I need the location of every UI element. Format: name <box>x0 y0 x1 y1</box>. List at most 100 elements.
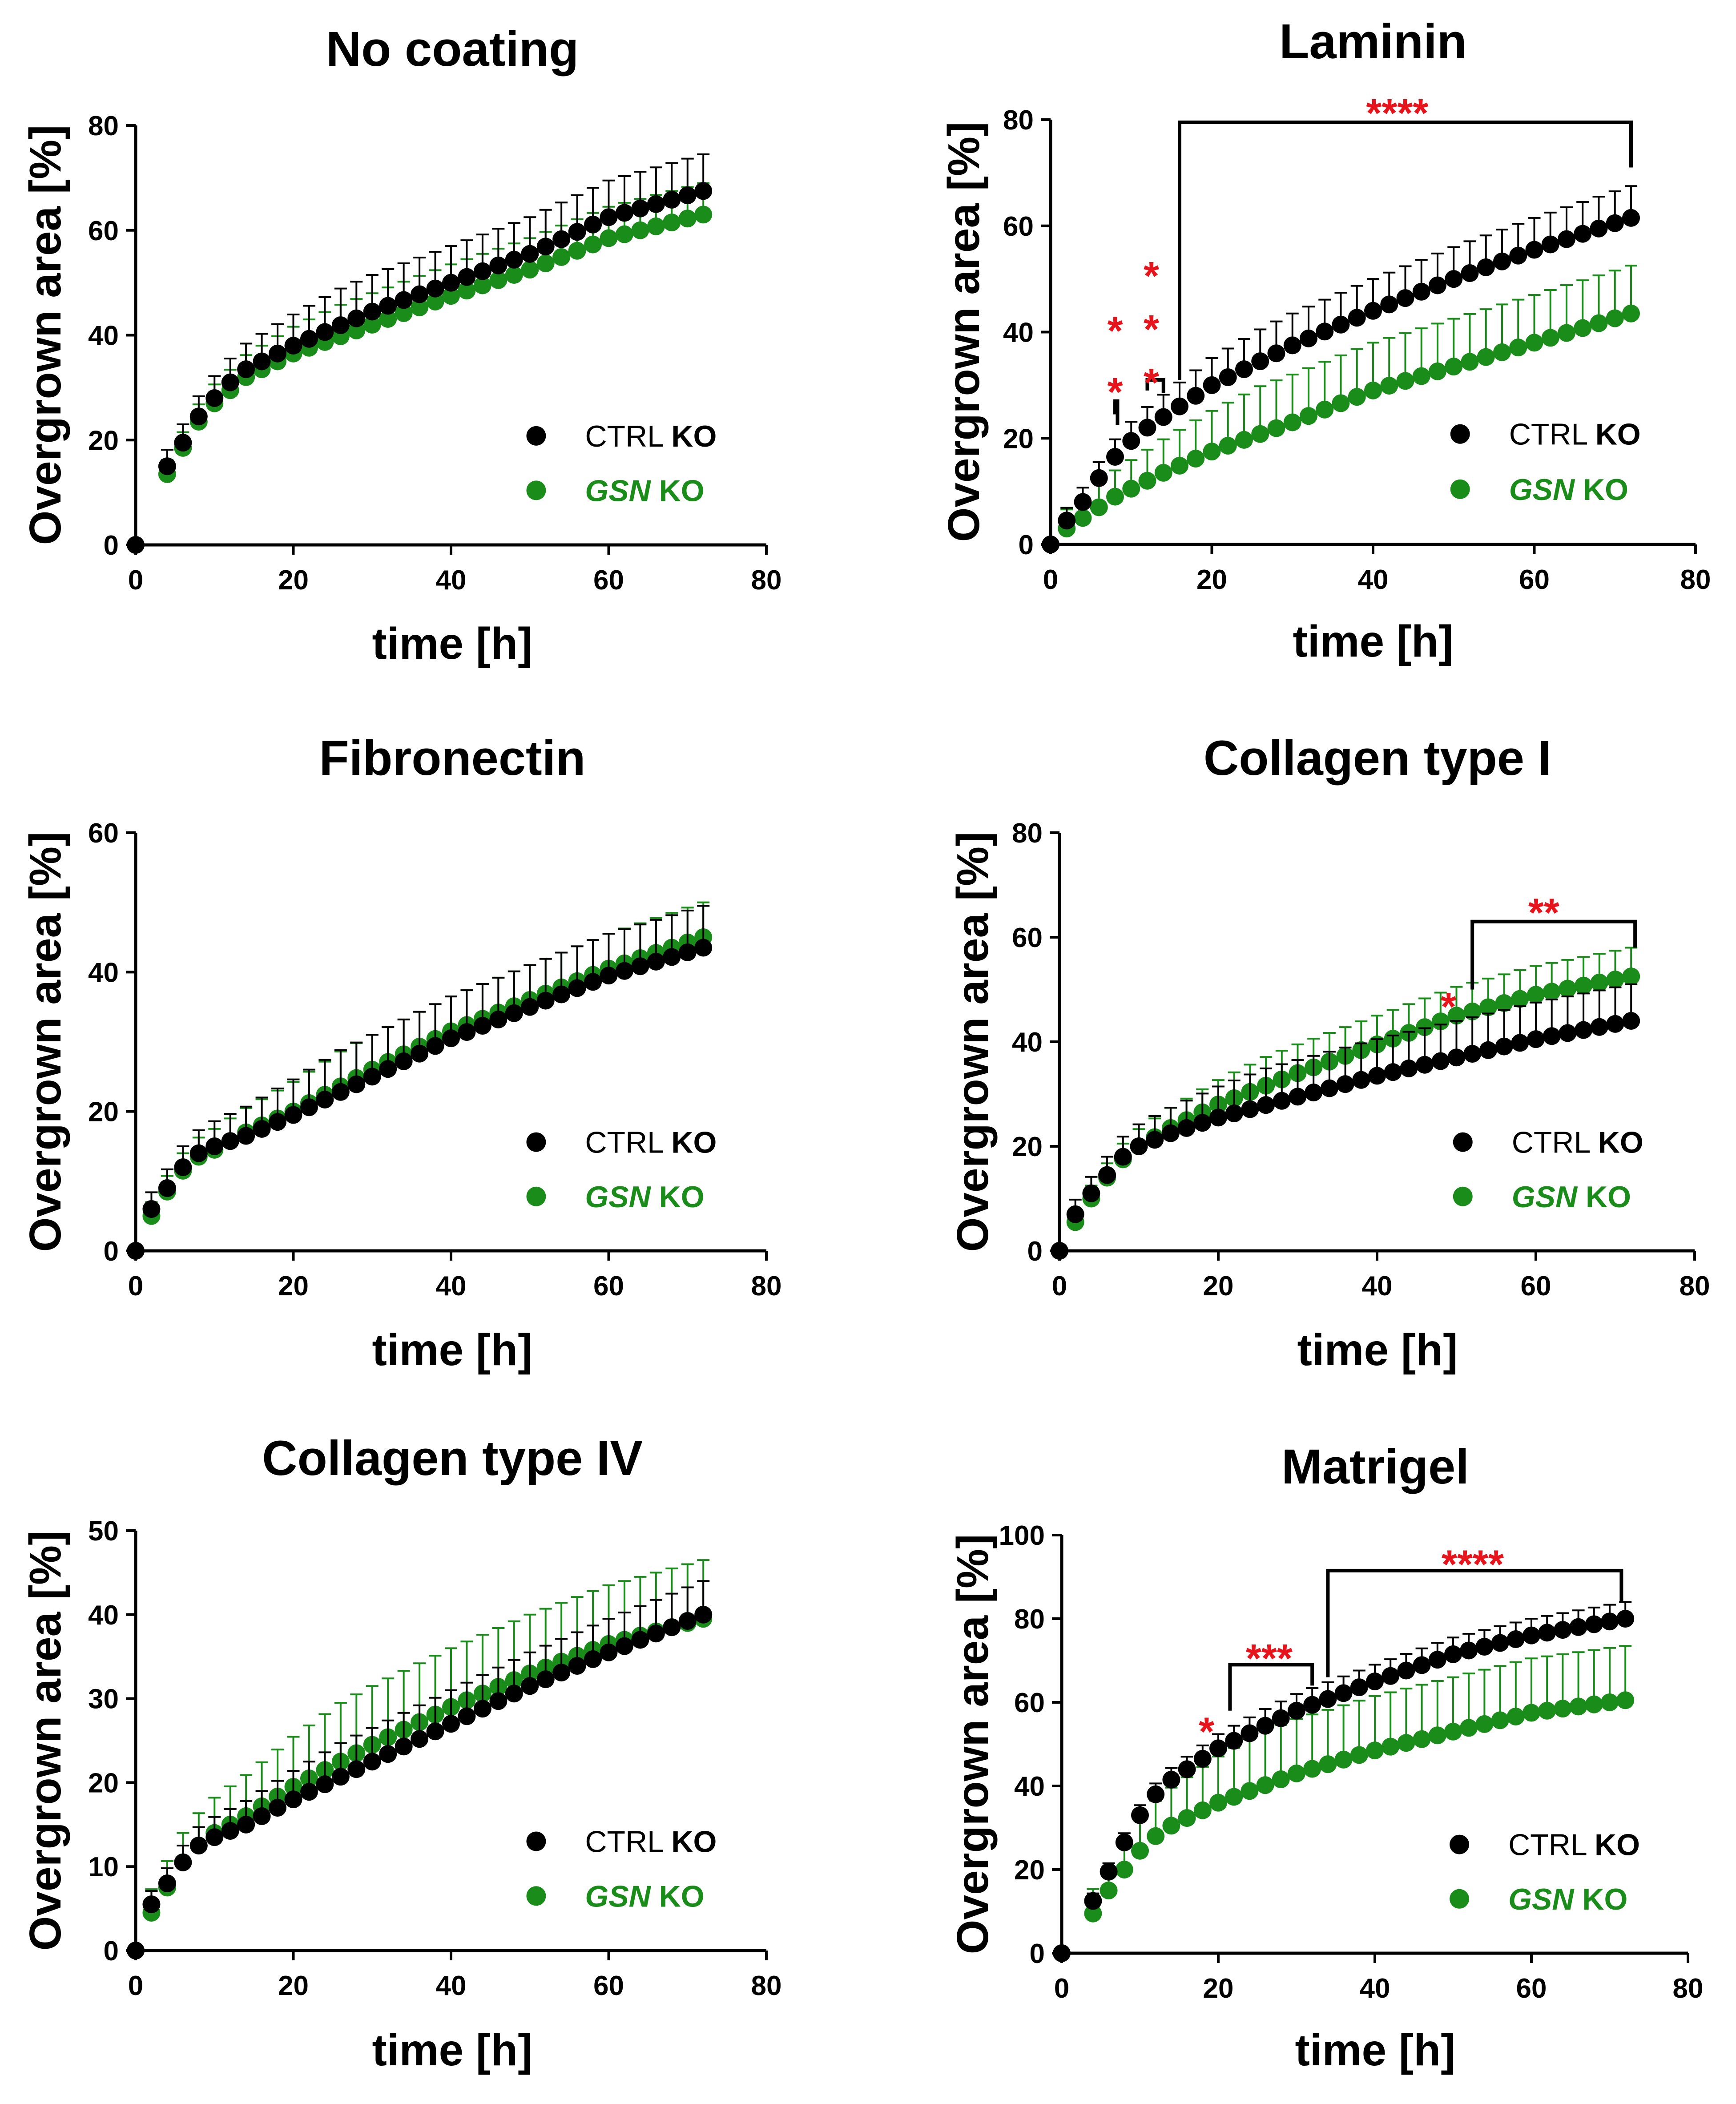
data-point <box>1575 1021 1593 1039</box>
data-point <box>127 536 145 554</box>
y-tick-label: 10 <box>88 1852 119 1882</box>
x-tick-label: 60 <box>593 1971 624 2001</box>
x-tick-label: 80 <box>1680 1271 1710 1302</box>
chart-panel-3: Fibronectin 0 20 40 60 80 0 20 40 60 time [h] Overg… <box>20 731 781 1375</box>
series-ctrl-ko <box>127 153 713 554</box>
data-point <box>631 957 649 975</box>
significance-annotation: * <box>1107 370 1123 425</box>
data-point <box>536 1670 555 1689</box>
data-point <box>663 948 681 966</box>
data-point <box>1428 1726 1446 1745</box>
data-point <box>1193 1749 1212 1768</box>
data-point <box>1235 431 1253 449</box>
legend-label-ctrl: CTRL KO <box>585 1825 717 1859</box>
data-point <box>1413 1656 1431 1674</box>
legend-label-ctrl: CTRL KO <box>585 1126 717 1160</box>
data-point <box>1445 270 1463 288</box>
data-point <box>379 1060 397 1078</box>
y-tick-label: 0 <box>104 1236 119 1267</box>
data-point <box>1400 1059 1418 1077</box>
y-axis-label: Overgrown area [%] <box>948 1534 998 1955</box>
data-point <box>1187 450 1205 468</box>
data-point <box>1334 1684 1353 1702</box>
data-point <box>552 985 571 1004</box>
data-point <box>663 214 681 232</box>
data-point <box>1616 1691 1635 1709</box>
data-point <box>1585 1615 1603 1633</box>
data-point <box>1590 973 1608 992</box>
data-point <box>584 973 602 991</box>
data-point <box>505 250 523 269</box>
x-tick-label: 80 <box>751 565 782 596</box>
data-point <box>1273 1092 1291 1110</box>
data-point <box>1146 1131 1164 1149</box>
data-point <box>1444 1645 1462 1663</box>
legend-label-gsn: GSN KO <box>585 474 704 508</box>
data-point <box>1074 493 1092 511</box>
data-point <box>1413 1730 1431 1748</box>
y-tick-label: 20 <box>88 1768 119 1798</box>
y-tick-label: 40 <box>1003 318 1034 348</box>
data-point <box>1397 1661 1415 1680</box>
data-point <box>1098 1166 1116 1184</box>
data-point <box>1225 1788 1243 1806</box>
data-point <box>205 389 224 407</box>
significance-stars: * <box>1144 307 1159 352</box>
x-tick-label: 0 <box>1052 1271 1067 1302</box>
legend-label-ctrl: CTRL KO <box>1508 1828 1640 1862</box>
data-point <box>442 1715 460 1733</box>
data-point <box>615 1637 633 1655</box>
data-point <box>458 282 476 300</box>
data-point <box>1289 1088 1307 1106</box>
x-axis-label: time [h] <box>372 2025 532 2075</box>
data-point <box>1320 1079 1338 1097</box>
data-point <box>1106 448 1124 466</box>
data-point <box>1267 419 1285 437</box>
data-point <box>1177 1119 1196 1137</box>
data-point <box>1554 1621 1572 1639</box>
data-point <box>1090 469 1108 487</box>
y-axis-label: Overgrown area [%] <box>20 832 70 1252</box>
data-point <box>647 1624 665 1643</box>
x-tick-label: 20 <box>1196 564 1227 595</box>
data-point <box>1475 1637 1494 1656</box>
data-point <box>253 352 271 371</box>
data-point <box>1559 1024 1577 1042</box>
data-point <box>442 274 460 292</box>
data-point <box>584 215 602 234</box>
y-tick-label: 50 <box>88 1516 119 1547</box>
data-point <box>331 316 350 335</box>
data-point <box>158 1874 176 1892</box>
y-tick-label: 80 <box>1003 105 1034 136</box>
y-axis-label: Overgrown area [%] <box>948 832 998 1252</box>
legend-marker-ctrl <box>1450 1834 1470 1854</box>
data-point <box>1622 967 1640 986</box>
x-tick-label: 0 <box>128 1271 143 1302</box>
data-point <box>426 1037 444 1055</box>
data-point <box>1461 264 1479 282</box>
data-point <box>189 1144 208 1162</box>
significance-stars: * <box>1144 254 1159 298</box>
data-point <box>489 256 508 274</box>
data-point <box>221 1822 239 1840</box>
data-point <box>1305 1083 1323 1101</box>
data-point <box>1154 408 1172 426</box>
data-point <box>1350 1746 1368 1764</box>
data-point <box>1493 252 1511 270</box>
data-point <box>1479 998 1497 1016</box>
significance-stars: * <box>1441 985 1456 1029</box>
x-tick-label: 40 <box>436 565 467 596</box>
data-point <box>1428 1651 1446 1669</box>
data-point <box>1066 1205 1084 1223</box>
data-point <box>1475 1715 1494 1733</box>
data-point <box>1559 979 1577 998</box>
data-point <box>1283 336 1301 355</box>
legend-label-gsn: GSN KO <box>1512 1180 1631 1214</box>
data-point <box>552 1664 571 1682</box>
data-point <box>1100 1882 1118 1899</box>
data-point <box>1162 1770 1180 1789</box>
y-axis-label: Overgrown area [%] <box>939 122 989 542</box>
data-point <box>142 1895 161 1914</box>
data-point <box>205 1137 224 1155</box>
